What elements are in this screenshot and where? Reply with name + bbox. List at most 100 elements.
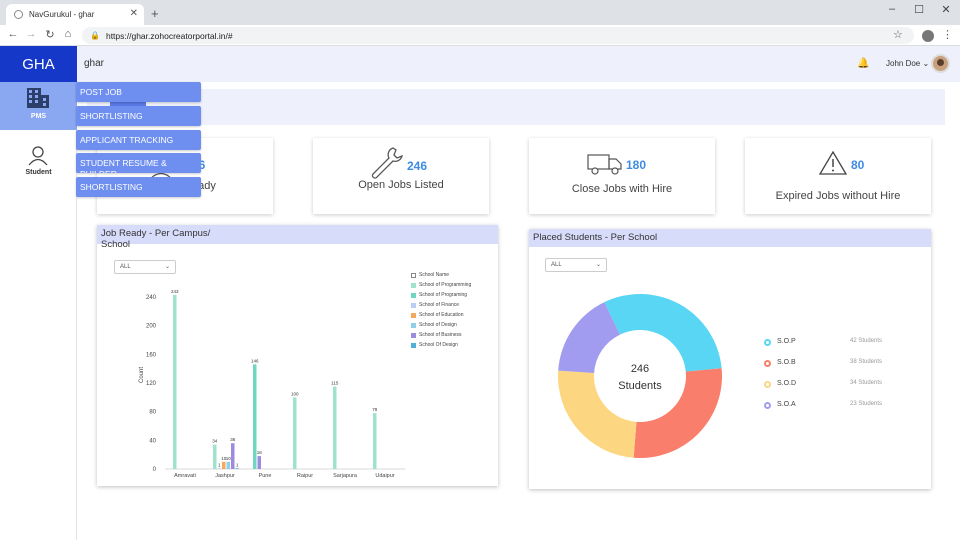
bookmark-star-icon[interactable]: ☆ [893,29,903,41]
legend-item[interactable]: School of Design [411,320,471,330]
new-tab-icon[interactable]: + [151,6,159,21]
pie-legend-item[interactable]: S.O.A 23 Students [764,400,889,412]
bar-value-label: 10 [221,456,227,461]
building-icon [27,88,49,108]
legend-label: School of Programming [419,282,472,288]
legend-item[interactable]: School Of Design [411,340,471,350]
app-name: ghar [84,58,105,69]
bar[interactable] [173,294,177,469]
school-filter-select[interactable]: ALL ⌄ [545,258,607,272]
y-tick-label: 200 [146,324,157,330]
legend-label: S.O.P [777,338,796,345]
legend-item[interactable]: School of Programming [411,280,471,290]
profile-icon[interactable] [922,30,934,42]
back-icon[interactable]: ← [7,28,19,40]
chevron-down-icon: ⌄ [164,264,170,270]
legend-count: 23 Students [850,401,883,407]
stat-card-open-jobs[interactable]: 246 Open Jobs Listed [313,138,489,214]
bar-value-label: 115 [331,381,339,386]
legend-count: 34 Students [850,380,883,386]
bar[interactable] [222,461,226,469]
bar-value-label: 1 [218,462,221,467]
donut-slice[interactable] [604,294,722,372]
menu-item-applicant-tracking[interactable]: APPLICANT TRACKING [76,130,201,150]
bar-value-label: 18 [257,450,263,455]
browser-tab[interactable]: NavGurukul - ghar ✕ [6,4,144,25]
panel-title-text: Job Ready - Per Campus/ School [101,228,211,250]
bar-chart: 0 40 80 120 160 200 240 Count Amravati 243 Jashpur… [139,289,405,479]
legend-label: S.O.A [777,401,796,408]
legend-item[interactable]: School of Business [411,330,471,340]
x-tick-label: Amravati [174,473,196,479]
banner-tab[interactable] [110,101,146,107]
sidebar-item-student[interactable]: Student [0,144,77,184]
url-field[interactable]: 🔒 https://ghar.zohocreatorportal.in/# [82,27,914,44]
stat-label: Expired Jobs without Hire [775,190,901,202]
bar[interactable] [217,468,222,469]
stat-label: Close Jobs with Hire [571,183,673,195]
close-window-icon[interactable]: ✕ [941,4,951,16]
legend-marker [764,339,771,346]
maximize-icon[interactable]: ☐ [914,4,924,16]
legend-header[interactable]: School Name [411,270,471,280]
legend-count: 42 Students [850,338,883,344]
stat-value: 180 [626,158,647,172]
browser-menu-icon[interactable]: ⋮ [942,29,953,41]
x-tick-label: Udaipur [375,473,394,479]
tab-close-icon[interactable]: ✕ [129,8,138,19]
bar[interactable] [253,364,257,469]
bar[interactable] [293,397,297,469]
legend-label: School of Education [419,312,464,318]
x-tick-label: Sarjapura [333,473,358,479]
bar[interactable] [373,413,377,469]
donut-slice[interactable] [633,368,722,458]
panel-title: Job Ready - Per Campus/ School [97,225,498,250]
legend-swatch [411,342,416,348]
donut-slice[interactable] [558,302,620,373]
home-icon[interactable]: ⌂ [64,28,72,40]
pie-legend-item[interactable]: S.O.B 38 Students [764,358,889,370]
avatar[interactable] [931,54,950,73]
sidebar-item-pms[interactable]: PMS [0,82,77,130]
menu-item-student-resume-builder[interactable]: STUDENT RESUME & BUILDER [76,153,201,173]
bar-value-label: 34 [212,439,218,444]
user-menu[interactable]: John Doe ⌄ [886,59,930,68]
legend-label: School of Finance [419,302,460,308]
browser-tabbar: NavGurukul - ghar ✕ + – ☐ ✕ [0,0,960,25]
bar[interactable] [213,444,217,469]
pie-legend-item[interactable]: S.O.P 42 Students [764,337,889,349]
minimize-icon[interactable]: – [888,3,896,15]
campus-filter-select[interactable]: ALL ⌄ [114,260,176,274]
donut-chart: 246 Students [558,294,722,458]
brand-logo[interactable]: GHA [0,46,77,82]
legend-item[interactable]: School of Programing [411,290,471,300]
forward-icon[interactable]: → [25,28,37,40]
legend-item[interactable]: School of Finance [411,300,471,310]
bar-value-label: 146 [251,358,259,363]
bar[interactable] [231,443,235,469]
bar[interactable] [257,456,262,469]
user-name: John Doe [886,59,921,68]
reload-icon[interactable]: ↻ [45,29,55,41]
x-tick-label: Raipur [297,473,313,479]
menu-item-post-job[interactable]: POST JOB [76,82,201,102]
bar[interactable] [235,468,240,469]
pie-legend-item[interactable]: S.O.D 34 Students [764,379,889,391]
menu-item-shortlisting[interactable]: SHORTLISTING [76,106,201,126]
stat-card-close-jobs[interactable]: 180 Close Jobs with Hire [529,138,715,214]
stat-value: 246 [407,159,428,173]
legend-label: S.O.B [777,359,796,366]
checkbox-icon [411,272,416,278]
bar[interactable] [333,386,337,469]
menu-item-shortlisting-2[interactable]: SHORTLISTING [76,177,201,197]
notification-bell-icon[interactable]: 🔔 [857,58,870,69]
y-tick-label: 240 [146,295,157,301]
legend-swatch [411,332,416,338]
legend-swatch [411,312,416,318]
legend-swatch [411,282,416,288]
stat-card-expired-jobs[interactable]: 80 Expired Jobs without Hire [745,138,931,214]
legend-item[interactable]: School of Education [411,310,471,320]
chevron-down-icon: ⌄ [595,262,601,268]
bar[interactable] [226,461,231,469]
donut-slice[interactable] [558,370,637,458]
